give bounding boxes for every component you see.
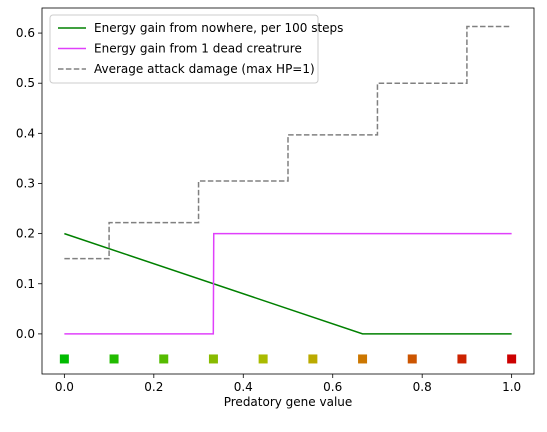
legend-label-3: Average attack damage (max HP=1) bbox=[94, 62, 315, 76]
marker-point-7 bbox=[358, 354, 368, 364]
series-line-2 bbox=[64, 232, 512, 335]
series-line-1 bbox=[64, 232, 512, 335]
marker-point-8 bbox=[407, 354, 417, 364]
y-tick-label-2: 0.1 bbox=[16, 277, 35, 291]
series-line-3 bbox=[64, 25, 512, 260]
legend-label-2: Energy gain from 1 dead creatrure bbox=[94, 42, 302, 56]
legend-box bbox=[49, 14, 319, 84]
marker-point-4 bbox=[208, 354, 218, 364]
marker-point-5 bbox=[258, 354, 268, 364]
x-tick-label-3: 0.4 bbox=[234, 380, 253, 394]
x-axis-label: Predatory gene value bbox=[224, 395, 353, 409]
x-tick-label-2: 0.2 bbox=[144, 380, 163, 394]
marker-point-9 bbox=[457, 354, 467, 364]
y-tick-label-4: 0.3 bbox=[16, 176, 35, 190]
y-tick-label-5: 0.4 bbox=[16, 126, 35, 140]
plot-frame bbox=[41, 7, 535, 375]
marker-point-2 bbox=[109, 354, 119, 364]
marker-point-1 bbox=[59, 354, 69, 364]
x-tick-label-4: 0.6 bbox=[323, 380, 342, 394]
y-tick-label-3: 0.2 bbox=[16, 227, 35, 241]
marker-point-6 bbox=[308, 354, 318, 364]
y-tick-label-6: 0.5 bbox=[16, 76, 35, 90]
x-tick-label-1: 0.0 bbox=[55, 380, 74, 394]
x-tick-label-6: 1.0 bbox=[502, 380, 521, 394]
legend-label-1: Energy gain from nowhere, per 100 steps bbox=[94, 21, 343, 35]
y-tick-label-1: 0.0 bbox=[16, 327, 35, 341]
marker-point-10 bbox=[507, 354, 517, 364]
y-tick-label-7: 0.6 bbox=[16, 26, 35, 40]
marker-point-3 bbox=[159, 354, 169, 364]
x-tick-label-5: 0.8 bbox=[413, 380, 432, 394]
legend: Energy gain from nowhere, per 100 steps E… bbox=[49, 14, 343, 84]
